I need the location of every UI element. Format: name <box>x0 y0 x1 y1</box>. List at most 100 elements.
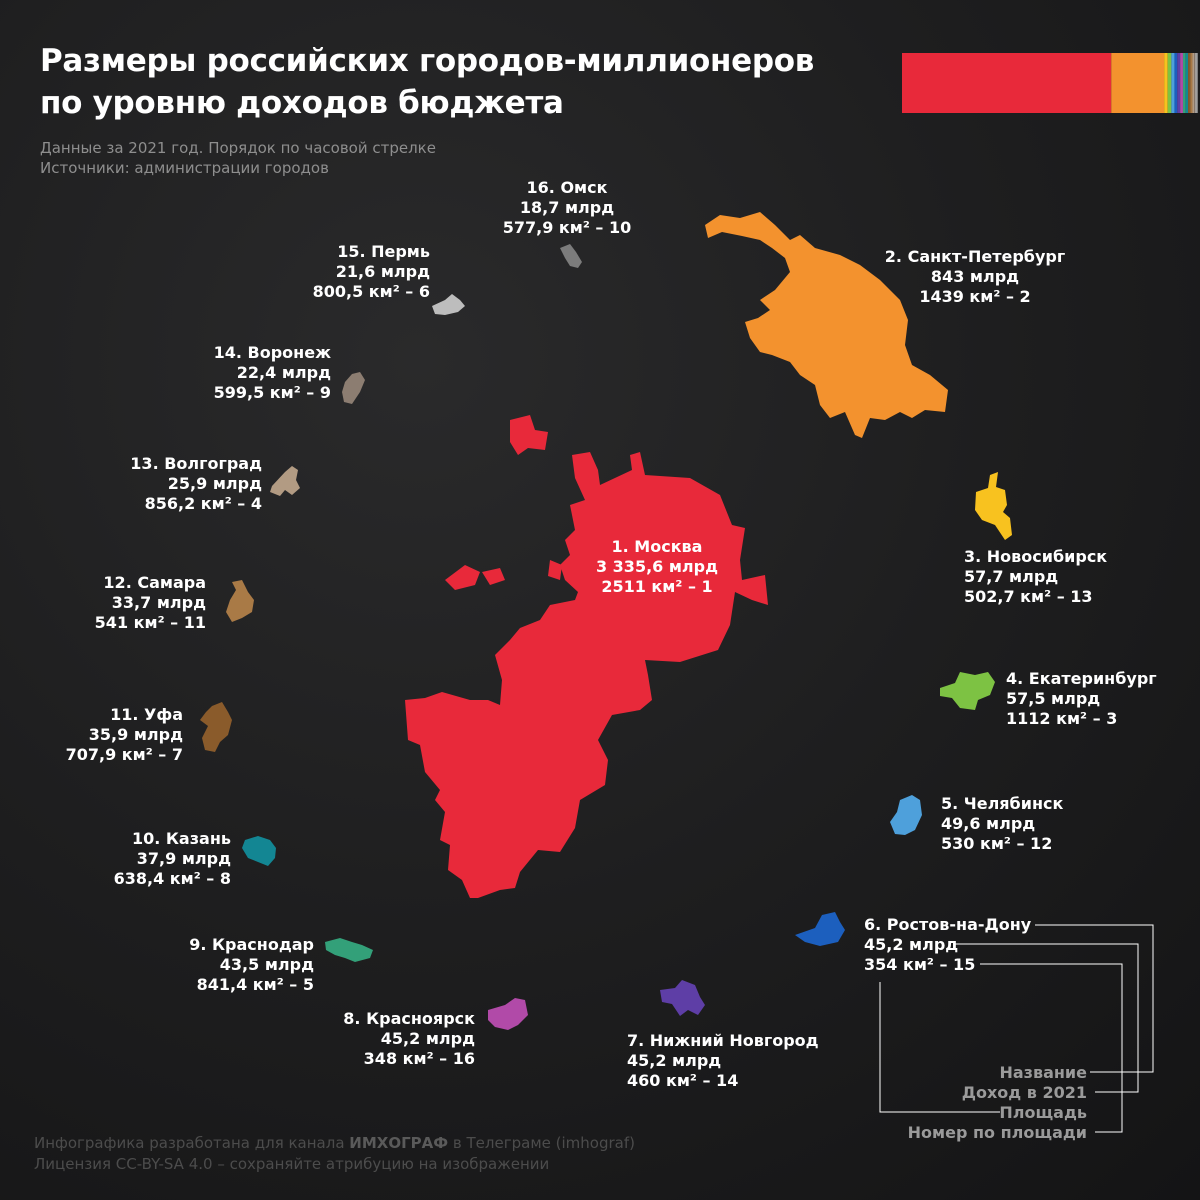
connector-rank <box>980 963 1123 1133</box>
city-name: 3. Новосибирск <box>964 547 1108 566</box>
moscow-shape <box>405 415 768 898</box>
krasnoyarsk-shape <box>488 998 528 1030</box>
city-name: 9. Краснодар <box>189 935 314 954</box>
revenue-bar-segment-rostov <box>1174 53 1178 113</box>
city-name: 8. Красноярск <box>343 1009 475 1028</box>
city-name: 15. Пермь <box>337 242 430 261</box>
label-moscow: 1. Москва 3 335,6 млрд 2511 км² – 1 <box>590 537 724 597</box>
city-area: 638,4 км² – 8 <box>113 869 231 888</box>
city-name: 11. Уфа <box>110 705 183 724</box>
label-ekaterinburg: 4. Екатеринбург 57,5 млрд 1112 км² – 3 <box>1006 669 1157 729</box>
revenue-bar-segment-chelyabinsk <box>1171 53 1175 113</box>
channel-name: ИМХОГРАФ <box>349 1134 449 1152</box>
revenue-bar-segment-nnovgorod <box>1177 53 1181 113</box>
label-kazan: 10. Казань 37,9 млрд 638,4 км² – 8 <box>114 829 231 889</box>
revenue-bar-segment-samara <box>1190 53 1193 113</box>
page-title: Размеры российских городов-миллионеров п… <box>40 40 900 124</box>
revenue-bar-segment-kazan <box>1185 53 1189 113</box>
city-area: 460 км² – 14 <box>627 1071 739 1090</box>
revenue-bar-segment-voronezh <box>1194 53 1196 113</box>
city-name: 16. Омск <box>526 178 608 197</box>
revenue-bar-segment-omsk <box>1196 53 1198 113</box>
city-area: 348 км² – 16 <box>363 1049 475 1068</box>
city-area: 707,9 км² – 7 <box>65 745 183 764</box>
label-omsk: 16. Омск 18,7 млрд 577,9 км² – 10 <box>500 178 634 238</box>
legend-connectors <box>879 924 1154 1133</box>
subtitle-line-2: Источники: администрации городов <box>40 159 329 177</box>
city-area: 577,9 км² – 10 <box>502 218 632 237</box>
revenue-bar-segment-krasnoyarsk <box>1180 53 1183 113</box>
label-samara: 12. Самара 33,7 млрд 541 км² – 11 <box>95 573 206 633</box>
title-line-2: по уровню доходов бюджета <box>40 85 564 121</box>
city-revenue: 35,9 млрд <box>88 725 183 744</box>
revenue-bar-segment-perm <box>1195 53 1197 113</box>
label-nnovgorod: 7. Нижний Новгород 45,2 млрд 460 км² – 1… <box>627 1031 819 1091</box>
city-name: 2. Санкт-Петербург <box>884 247 1066 266</box>
credit-prefix: Инфографика разработана для канала <box>34 1134 350 1152</box>
connector-area <box>879 982 1000 1113</box>
city-area: 599,5 км² – 9 <box>213 383 331 402</box>
city-revenue: 3 335,6 млрд <box>595 557 719 576</box>
label-volgograd: 13. Волгоград 25,9 млрд 856,2 км² – 4 <box>130 454 262 514</box>
samara-shape <box>226 580 254 622</box>
label-chelyabinsk: 5. Челябинск 49,6 млрд 530 км² – 12 <box>941 794 1063 854</box>
city-area: 530 км² – 12 <box>941 834 1053 853</box>
city-revenue: 18,7 млрд <box>519 198 615 217</box>
credit-line-1: Инфографика разработана для канала ИМХОГ… <box>34 1133 635 1154</box>
city-name: 6. Ростов-на-Дону <box>864 915 1032 934</box>
novosibirsk-shape <box>975 472 1012 540</box>
city-area: 2511 км² – 1 <box>601 577 713 596</box>
nnovgorod-shape <box>660 980 705 1016</box>
city-name: 12. Самара <box>103 573 206 592</box>
credit-line-2: Лицензия CC-BY-SA 4.0 – сохраняйте атриб… <box>34 1155 550 1173</box>
revenue-bar-segment-volgograd <box>1192 53 1195 113</box>
city-name: 14. Воронеж <box>213 343 331 362</box>
revenue-bar-segment-krasnodar <box>1182 53 1186 113</box>
omsk-shape <box>560 244 582 268</box>
revenue-bar-segment-novosibirsk <box>1164 53 1168 113</box>
credit-suffix: в Телеграме (imhograf) <box>448 1134 635 1152</box>
credit: Инфографика разработана для канала ИМХОГ… <box>34 1133 635 1175</box>
city-area: 841,4 км² – 5 <box>196 975 314 994</box>
city-area: 502,7 км² – 13 <box>964 587 1093 606</box>
legend-name: Название <box>999 1063 1087 1082</box>
city-area: 541 км² – 11 <box>94 613 206 632</box>
krasnodar-shape <box>325 938 373 962</box>
legend-revenue: Доход в 2021 <box>961 1083 1087 1102</box>
city-name: 10. Казань <box>131 829 231 848</box>
city-name: 7. Нижний Новгород <box>627 1031 819 1050</box>
title-line-1: Размеры российских городов-миллионеров <box>40 43 815 79</box>
volgograd-shape <box>270 466 300 496</box>
ufa-shape <box>200 702 232 752</box>
city-revenue: 25,9 млрд <box>167 474 262 493</box>
connector-name <box>1035 924 1154 1073</box>
revenue-bar-segment-ufa <box>1188 53 1191 113</box>
city-name: 13. Волгоград <box>130 454 262 473</box>
city-area: 1439 км² – 2 <box>919 287 1031 306</box>
city-revenue: 57,7 млрд <box>964 567 1059 586</box>
city-revenue: 37,9 млрд <box>136 849 231 868</box>
connector-revenue <box>955 943 1139 1093</box>
revenue-bar-segment-spb <box>1111 53 1165 113</box>
city-area: 1112 км² – 3 <box>1006 709 1118 728</box>
perm-shape <box>432 294 465 315</box>
label-spb: 2. Санкт-Петербург 843 млрд 1439 км² – 2 <box>880 247 1070 307</box>
city-area: 856,2 км² – 4 <box>144 494 262 513</box>
spb-shape <box>705 212 948 438</box>
revenue-bar-segment-moscow <box>902 53 1112 113</box>
city-name: 4. Екатеринбург <box>1006 669 1157 688</box>
legend-rank: Номер по площади <box>907 1123 1087 1142</box>
city-revenue: 843 млрд <box>930 267 1020 286</box>
revenue-share-bar <box>902 53 1198 113</box>
label-ufa: 11. Уфа 35,9 млрд 707,9 км² – 7 <box>66 705 183 765</box>
city-area: 354 км² – 15 <box>864 955 976 974</box>
revenue-bar-segment-ekaterinburg <box>1167 53 1172 113</box>
label-novosibirsk: 3. Новосибирск 57,7 млрд 502,7 км² – 13 <box>964 547 1107 607</box>
chelyabinsk-shape <box>890 795 922 835</box>
legend: Название Доход в 2021 Площадь Номер по п… <box>908 1063 1087 1143</box>
rostov-shape <box>795 912 845 946</box>
city-revenue: 33,7 млрд <box>111 593 206 612</box>
kazan-shape <box>242 836 276 866</box>
city-revenue: 22,4 млрд <box>236 363 331 382</box>
